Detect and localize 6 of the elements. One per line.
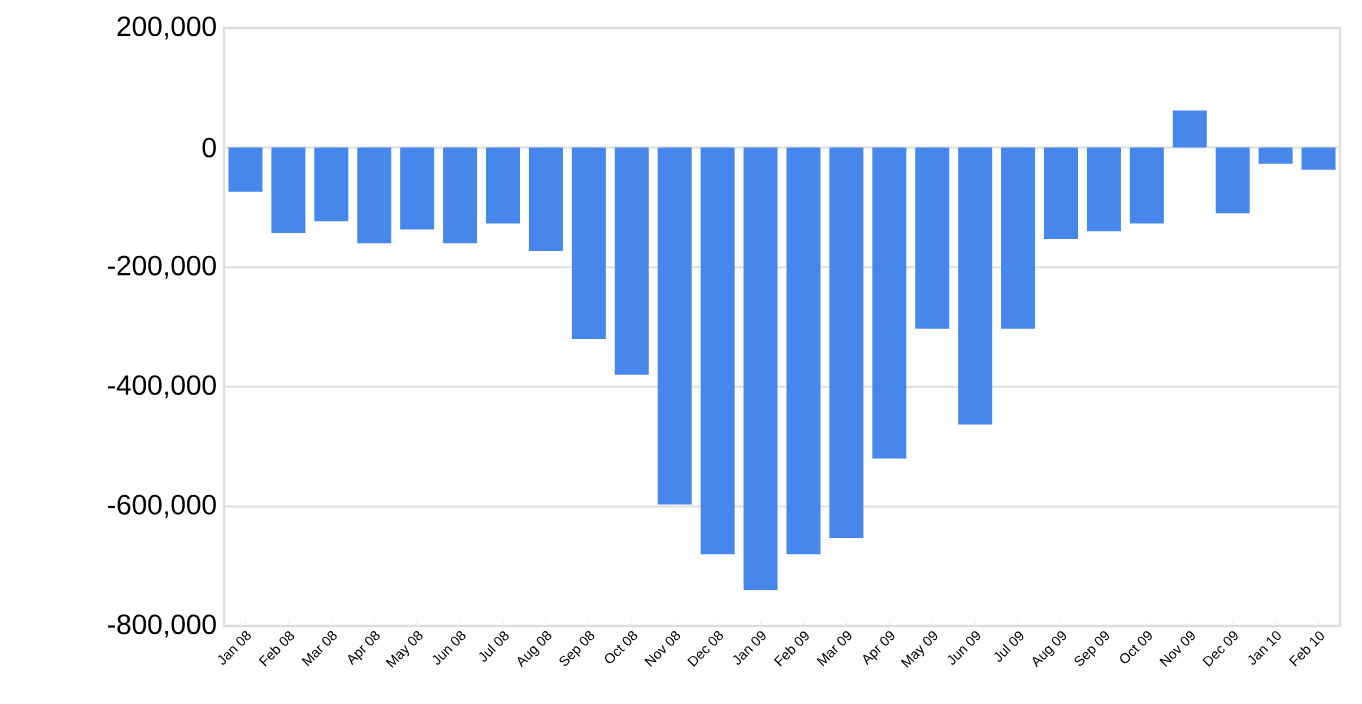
y-tick-label: -600,000 bbox=[108, 494, 216, 518]
y-tick-label: -800,000 bbox=[108, 614, 216, 638]
y-tick-label: -200,000 bbox=[108, 255, 216, 279]
y-tick-label: 0 bbox=[202, 137, 216, 158]
y-tick-label: -400,000 bbox=[108, 375, 216, 399]
y-tick-label: 200,000 bbox=[117, 16, 216, 40]
